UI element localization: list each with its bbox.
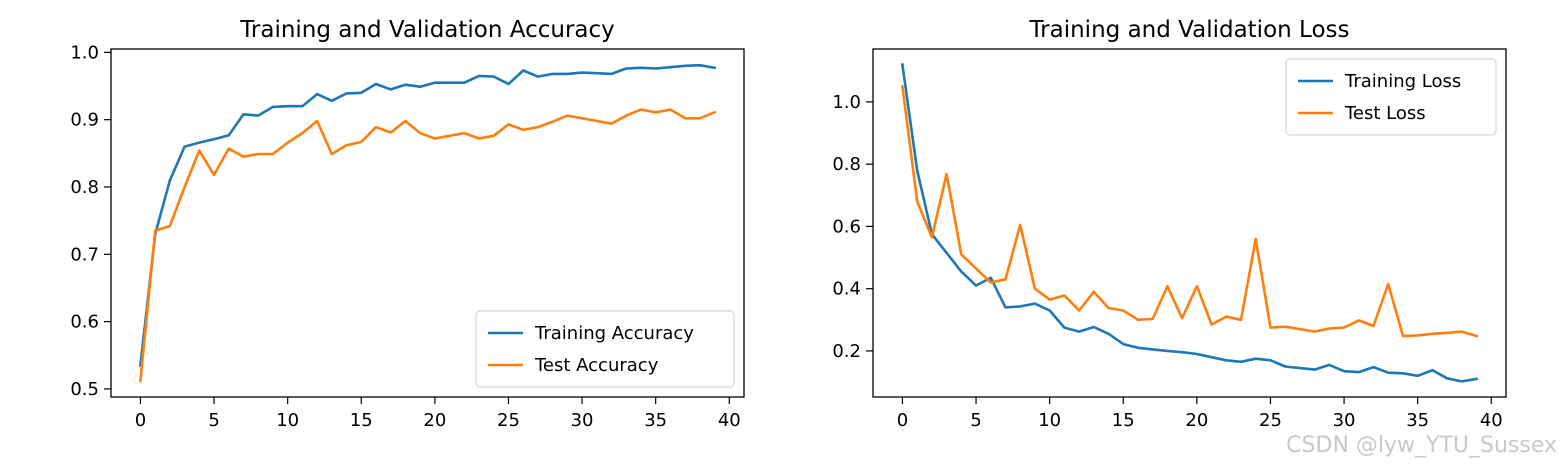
legend-box	[1285, 58, 1497, 136]
y-tick-label: 0.8	[70, 177, 99, 198]
y-tick-label: 0.6	[70, 312, 99, 333]
y-tick-label: 0.5	[70, 379, 99, 400]
x-tick-label: 10	[276, 410, 299, 431]
series-line-0	[900, 63, 1479, 383]
x-tick-label: 40	[1480, 410, 1503, 431]
legend-box	[475, 310, 735, 388]
legend-label: Training Loss	[1344, 71, 1461, 92]
x-tick-label: 5	[970, 410, 981, 431]
y-tick-label: 0.8	[832, 154, 861, 175]
x-tick-label: 35	[1406, 410, 1429, 431]
y-tick-label: 0.9	[70, 110, 99, 131]
y-tick-label: 0.6	[832, 216, 861, 237]
x-tick-label: 30	[571, 410, 594, 431]
x-tick-label: 25	[1259, 410, 1282, 431]
axes-frame	[872, 48, 1507, 398]
x-tick-label: 25	[497, 410, 520, 431]
series-line-1	[900, 84, 1479, 338]
loss-chart: Training and Validation Loss 0 5 10 15 20 25 30…	[832, 17, 1507, 431]
x-tick-label: 20	[1185, 410, 1208, 431]
y-tick-label: 0.4	[832, 279, 861, 300]
x-tick-label: 0	[135, 410, 146, 431]
x-tick-label: 15	[1112, 410, 1135, 431]
x-tick-label: 10	[1038, 410, 1061, 431]
x-tick-label: 20	[423, 410, 446, 431]
y-tick-label: 0.2	[832, 341, 861, 362]
legend-label: Training Accuracy	[534, 323, 694, 344]
x-tick-label: 40	[718, 410, 741, 431]
legend-label: Test Loss	[1344, 103, 1426, 124]
x-tick-label: 5	[208, 410, 219, 431]
axes-frame	[110, 48, 745, 398]
accuracy-chart: Training and Validation Accuracy 0 5 10 15 20…	[70, 17, 745, 431]
y-tick-label: 0.7	[70, 244, 99, 265]
series-line-1	[138, 108, 717, 383]
x-tick-label: 35	[644, 410, 667, 431]
legend-label: Test Accuracy	[534, 355, 659, 376]
watermark: CSDN @lyw_YTU_Sussex	[1286, 433, 1557, 458]
y-tick-label: 1.0	[70, 42, 99, 63]
x-tick-label: 15	[350, 410, 373, 431]
series-line-0	[138, 63, 717, 367]
x-tick-label: 0	[897, 410, 908, 431]
chart-title: Training and Validation Accuracy	[239, 17, 615, 43]
x-tick-label: 30	[1333, 410, 1356, 431]
y-tick-label: 1.0	[832, 92, 861, 113]
chart-title: Training and Validation Loss	[1029, 17, 1350, 43]
